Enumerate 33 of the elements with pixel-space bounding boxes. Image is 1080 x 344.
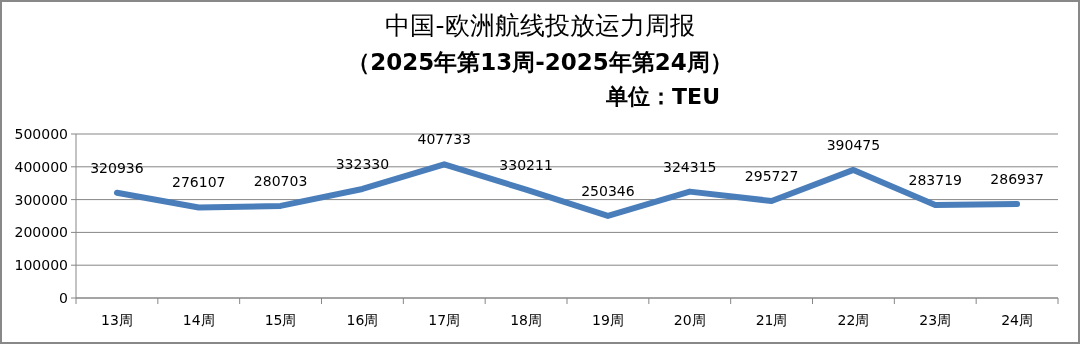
x-tick-label: 23周 [919,312,952,328]
y-tick-label: 500000 [14,126,68,142]
x-tick-label: 13周 [101,312,133,328]
y-tick-label: 200000 [14,224,68,241]
x-tick-label: 21周 [755,312,788,328]
data-label: 320936 [90,159,144,176]
y-tick-label: 400000 [14,158,68,175]
data-label: 332330 [335,156,390,172]
y-tick-label: 300000 [14,191,68,208]
chart-subtitle: （2025年第13周-2025年第24周） [347,49,733,75]
x-tick-label: 18周 [510,312,542,328]
data-label: 276107 [172,174,226,191]
y-tick-label: 0 [59,290,68,306]
x-tick-label: 20周 [673,312,706,328]
data-label: 330211 [499,156,553,173]
x-tick-label: 24周 [1001,312,1033,328]
data-label: 283719 [908,171,962,188]
data-label: 324315 [663,158,717,175]
data-label: 295727 [744,168,799,184]
data-label: 250346 [581,182,635,199]
x-tick-label: 22周 [837,312,870,328]
text: 单位：TEU [605,84,720,109]
chart-title: 中国-欧洲航线投放运力周报 [385,11,695,40]
x-tick-label: 15周 [264,312,297,328]
data-label: 286937 [990,170,1044,187]
data-label: 390475 [826,136,881,153]
x-tick-label: 19周 [592,312,624,328]
y-tick-label: 100000 [14,257,68,274]
data-label: 280703 [253,172,308,189]
x-tick-label: 16周 [346,312,379,328]
data-label: 407733 [417,131,471,148]
x-tick-label: 14周 [182,312,215,328]
x-tick-label: 17周 [428,312,461,328]
